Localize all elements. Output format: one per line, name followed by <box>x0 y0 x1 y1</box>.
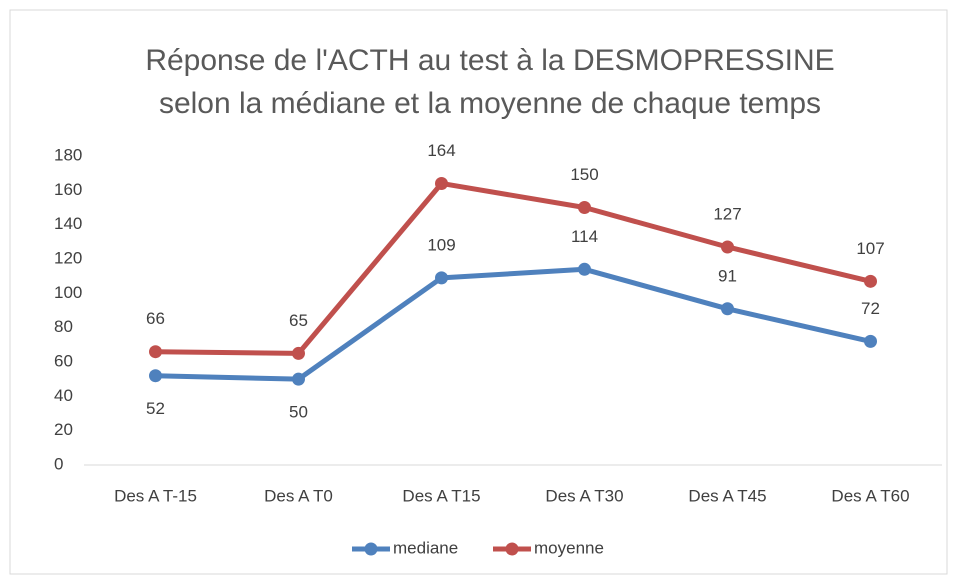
y-tick-label: 160 <box>54 180 82 199</box>
y-tick-label: 180 <box>54 145 82 164</box>
legend-marker <box>364 542 378 556</box>
y-tick-label: 120 <box>54 248 82 267</box>
data-label: 50 <box>289 403 308 422</box>
data-label: 91 <box>718 266 737 285</box>
data-label: 164 <box>427 141 455 160</box>
x-tick-label: Des A T30 <box>545 486 623 505</box>
data-label: 72 <box>861 299 880 318</box>
y-tick-label: 100 <box>54 283 82 302</box>
data-label: 127 <box>713 204 741 223</box>
data-label: 107 <box>856 239 884 258</box>
x-tick-label: Des A T0 <box>264 486 333 505</box>
data-label: 65 <box>289 311 308 330</box>
data-label: 52 <box>146 399 165 418</box>
point <box>435 271 448 285</box>
chart-title: selon la médiane et la moyenne de chaque… <box>159 87 821 120</box>
legend-marker <box>505 542 519 556</box>
data-label: 114 <box>571 227 598 246</box>
legend-label: moyenne <box>534 538 604 557</box>
data-label: 109 <box>427 235 455 254</box>
x-tick-label: Des A T45 <box>688 486 766 505</box>
y-tick-label: 40 <box>54 386 73 405</box>
series-line <box>155 180 872 356</box>
y-tick-label: 80 <box>54 317 73 336</box>
legend-label: mediane <box>393 538 458 557</box>
point <box>578 201 591 214</box>
point <box>864 334 877 348</box>
y-tick-label: 60 <box>54 351 73 370</box>
x-tick-label: Des A T-15 <box>114 486 197 505</box>
point <box>149 345 162 359</box>
data-label: 150 <box>570 165 598 184</box>
point <box>292 346 305 360</box>
data-label: 66 <box>146 309 165 328</box>
series-line <box>155 266 872 382</box>
x-tick-label: Des A T60 <box>831 486 909 505</box>
chart-border <box>9 9 948 575</box>
point <box>292 372 305 386</box>
point <box>721 302 734 316</box>
x-tick-label: Des A T15 <box>402 486 480 505</box>
y-tick-label: 140 <box>54 214 82 233</box>
point <box>721 240 734 254</box>
point <box>435 176 448 190</box>
y-tick-label: 0 <box>54 454 63 473</box>
chart-title: Réponse de l'ACTH au test à la DESMOPRES… <box>145 44 834 77</box>
point <box>578 262 591 276</box>
y-tick-label: 20 <box>54 420 73 439</box>
point <box>864 274 877 288</box>
point <box>149 369 162 383</box>
